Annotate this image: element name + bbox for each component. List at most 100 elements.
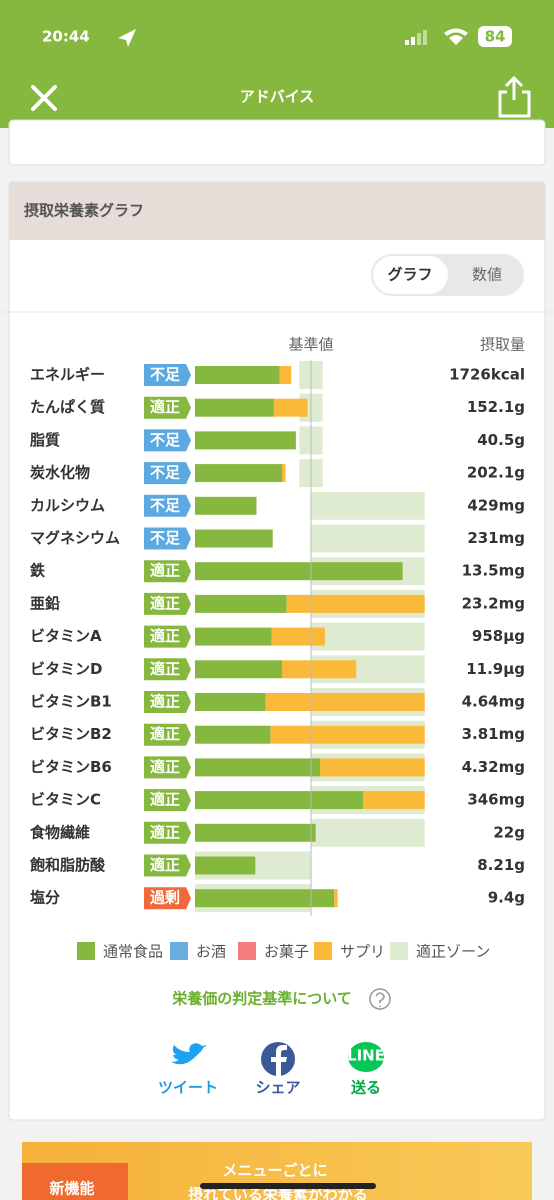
toggle-active[interactable]	[373, 256, 448, 294]
status-badge	[144, 560, 191, 583]
legend-swatch	[314, 942, 332, 960]
nutrient-name: ビタミンA	[30, 627, 102, 645]
status-badge	[144, 821, 191, 844]
nutrient-name: 塩分	[30, 889, 60, 907]
banner-line2: 摂れている栄養素がわかる	[188, 1186, 368, 1200]
status-badge	[144, 527, 191, 550]
wifi-icon	[444, 28, 468, 45]
intake-value: 202.1g	[467, 464, 525, 482]
bar-segment	[265, 693, 425, 711]
legend-swatch	[170, 942, 188, 960]
bar-segment	[195, 431, 296, 450]
intake-value: 1726kcal	[449, 366, 525, 384]
status-label: 適正	[150, 758, 180, 776]
twitter-icon[interactable]	[171, 1043, 207, 1065]
nutrient-name: カルシウム	[30, 496, 105, 514]
nutrient-name: 亜鉛	[30, 594, 60, 612]
bar-segment	[195, 889, 335, 908]
intake-value: 429mg	[467, 496, 525, 514]
reference-heading: 基準値	[288, 336, 333, 354]
section-title: 摂取栄養素グラフ	[24, 202, 144, 220]
intake-value: 4.64mg	[462, 693, 525, 711]
nutrient-name: ビタミンB2	[30, 725, 112, 743]
bar-segment	[195, 693, 266, 711]
zone	[311, 818, 425, 847]
intake-value: 4.32mg	[462, 758, 525, 776]
intake-value: 23.2mg	[462, 594, 525, 612]
intake-value: 9.4g	[488, 889, 525, 907]
legend-label: お菓子	[264, 943, 309, 961]
legend-swatch	[238, 942, 256, 960]
nutrient-name: ビタミンC	[30, 791, 101, 809]
status-badge	[144, 429, 191, 452]
share-twitter[interactable]: ツイート	[158, 1079, 218, 1097]
legend-swatch	[390, 942, 408, 960]
share-facebook[interactable]: シェア	[255, 1079, 300, 1097]
legend-swatch	[77, 942, 95, 960]
intake-heading: 摂取量	[480, 336, 525, 354]
status-badge	[144, 364, 191, 386]
status-label: 適正	[150, 398, 180, 416]
bar-segment	[282, 660, 357, 679]
intake-value: 22g	[493, 823, 525, 841]
nutrient-name: 食物繊維	[30, 823, 90, 841]
status-badge	[144, 658, 191, 681]
line-icon[interactable]	[348, 1042, 384, 1072]
status-badge	[144, 592, 191, 615]
share-button[interactable]	[498, 75, 531, 118]
status-badge	[144, 789, 191, 812]
bar-segment	[195, 627, 272, 646]
bar-segment	[273, 398, 308, 417]
status-label: 適正	[150, 856, 180, 874]
bar-segment	[195, 660, 282, 679]
criteria-link[interactable]: 栄養価の判定基準について	[171, 990, 352, 1008]
help-icon[interactable]	[369, 988, 391, 1010]
bar-segment	[270, 725, 425, 744]
bar-segment	[195, 529, 273, 548]
banner-badge: 新機能	[49, 1180, 94, 1198]
nutrient-name: ビタミンB6	[30, 758, 112, 776]
status-label: 適正	[150, 693, 180, 711]
status-badge	[144, 887, 191, 910]
status-badge	[144, 691, 191, 713]
time: 20:44	[42, 28, 90, 46]
status-label: 適正	[150, 594, 180, 612]
intake-value: 231mg	[467, 529, 525, 547]
legend-label: 通常食品	[103, 943, 163, 961]
toggle-graph[interactable]: グラフ	[387, 266, 432, 284]
facebook-f	[271, 1045, 287, 1076]
prev-card	[8, 119, 546, 166]
intake-value: 958μg	[472, 627, 525, 645]
banner-line1: メニューごとに	[222, 1162, 327, 1180]
line-icon-text: LINE	[347, 1047, 385, 1065]
status-label: 不足	[150, 496, 181, 514]
battery	[478, 26, 512, 47]
toggle-number[interactable]: 数値	[472, 266, 502, 284]
graph-card	[8, 181, 546, 1121]
close-button[interactable]	[31, 85, 57, 111]
bar-segment	[286, 594, 425, 613]
legend-label: 適正ゾーン	[416, 943, 490, 961]
bar-segment	[195, 791, 364, 810]
status-badge	[144, 854, 191, 877]
battery-level: 84	[485, 28, 506, 46]
bar-segment	[195, 562, 403, 581]
share-line[interactable]: 送る	[350, 1079, 381, 1097]
signal-icon	[405, 30, 427, 45]
bar-segment	[195, 758, 321, 777]
nutrient-name: ビタミンB1	[30, 693, 112, 711]
status-label: 不足	[150, 529, 181, 547]
bar-segment	[279, 366, 292, 384]
bar-segment	[195, 594, 287, 613]
bar-segment	[282, 464, 286, 483]
nutrient-name: 脂質	[30, 431, 60, 449]
nutrient-name: エネルギー	[30, 366, 105, 384]
bar-segment	[363, 791, 425, 810]
zone	[311, 491, 425, 520]
bar-segment	[334, 889, 338, 908]
bar-segment	[195, 496, 257, 515]
intake-value: 3.81mg	[462, 725, 525, 743]
